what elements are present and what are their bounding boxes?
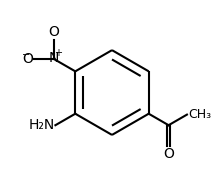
Text: H₂N: H₂N: [28, 118, 54, 132]
Text: O: O: [48, 25, 59, 39]
Text: −: −: [22, 49, 30, 60]
Text: +: +: [54, 48, 62, 58]
Text: N: N: [49, 51, 59, 65]
Text: O: O: [163, 147, 174, 161]
Text: O: O: [23, 52, 34, 66]
Text: CH₃: CH₃: [188, 108, 211, 121]
